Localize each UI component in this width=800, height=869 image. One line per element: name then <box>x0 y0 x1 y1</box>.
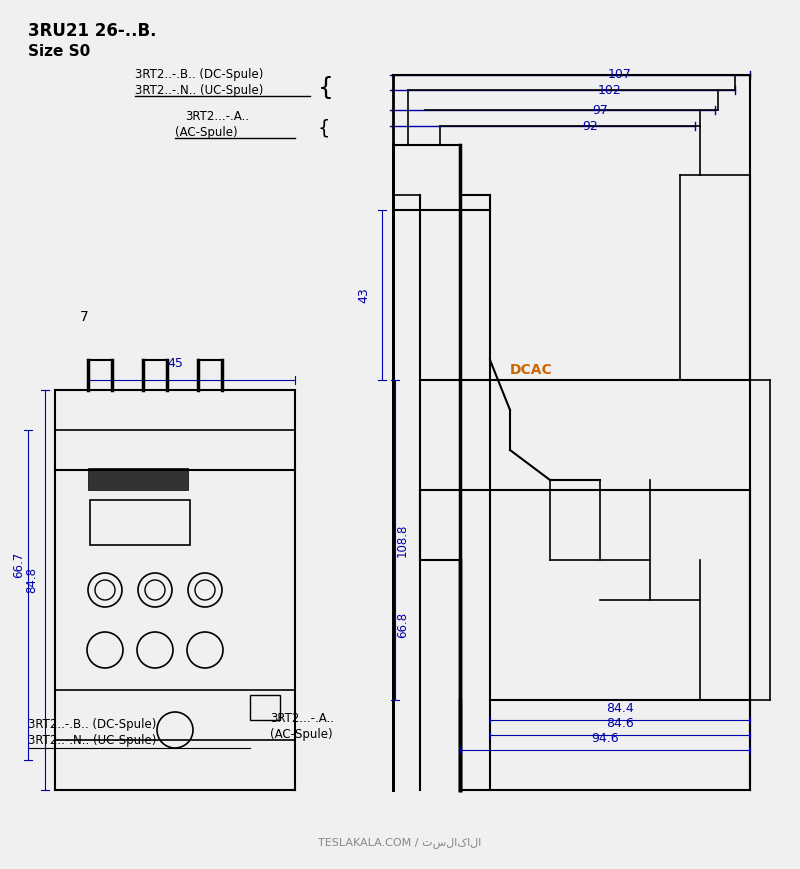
Text: 94.6: 94.6 <box>591 732 619 745</box>
Text: (AC-Spule): (AC-Spule) <box>175 126 238 139</box>
Bar <box>250 695 280 720</box>
Text: 84.8: 84.8 <box>25 567 38 593</box>
Text: 84.4: 84.4 <box>606 702 634 715</box>
Text: 102: 102 <box>598 84 622 97</box>
Text: 84.6: 84.6 <box>606 717 634 730</box>
Text: {: { <box>318 76 334 100</box>
Text: 108.8: 108.8 <box>396 523 409 557</box>
Text: TESLAKALA.COM / تسلاکالا: TESLAKALA.COM / تسلاکالا <box>318 837 482 848</box>
Bar <box>88 468 188 490</box>
Text: DCAC: DCAC <box>510 363 553 377</box>
Text: 45: 45 <box>167 357 183 370</box>
Text: {: { <box>318 118 330 137</box>
Text: 66.7: 66.7 <box>12 552 25 578</box>
Text: (AC-Spule): (AC-Spule) <box>270 728 333 741</box>
Text: Size S0: Size S0 <box>28 44 90 59</box>
Text: 3RT2..-.B.. (DC-Spule): 3RT2..-.B.. (DC-Spule) <box>135 68 263 81</box>
Text: 107: 107 <box>608 68 632 81</box>
Text: 97: 97 <box>592 104 608 117</box>
Text: 66.8: 66.8 <box>396 612 409 638</box>
Text: 3RT2..-.N.. (UC-Spule): 3RT2..-.N.. (UC-Spule) <box>135 84 263 97</box>
Text: 3RT2...-.A..: 3RT2...-.A.. <box>185 110 249 123</box>
Text: 7: 7 <box>80 310 89 324</box>
Bar <box>90 500 190 545</box>
Text: 3RT2...-.A..: 3RT2...-.A.. <box>270 712 334 725</box>
Text: 3RT2..-.B.. (DC-Spule): 3RT2..-.B.. (DC-Spule) <box>28 718 156 731</box>
Text: 43: 43 <box>357 287 370 303</box>
Text: 92: 92 <box>582 120 598 133</box>
Text: 3RT2..-.N.. (UC-Spule): 3RT2..-.N.. (UC-Spule) <box>28 734 156 747</box>
Text: 3RU21 26-..B.: 3RU21 26-..B. <box>28 22 157 40</box>
